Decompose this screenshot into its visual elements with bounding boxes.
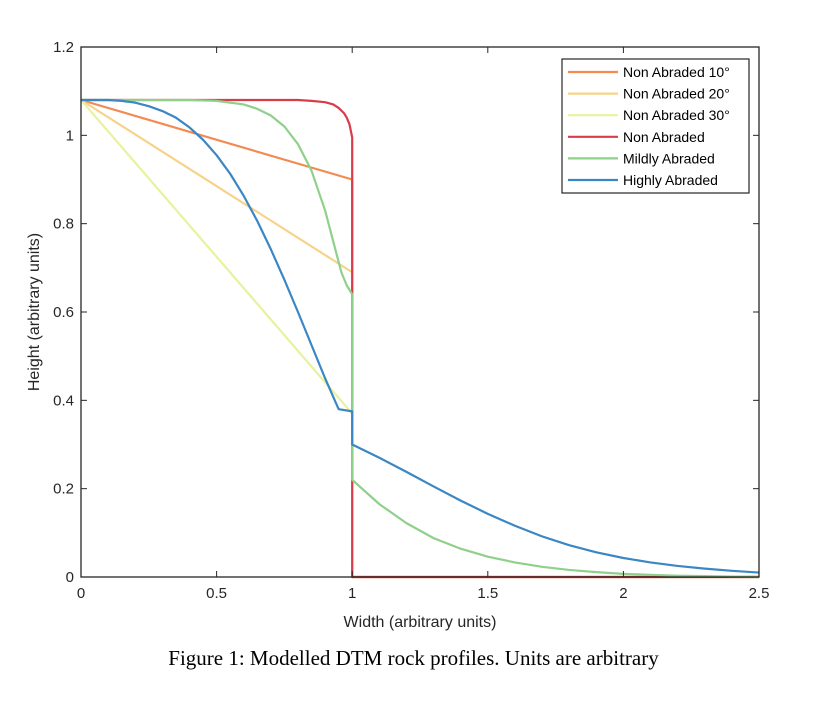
legend-label: Non Abraded 10° [623, 64, 730, 80]
chart: 0 0.5 1 1.5 2 2.5 0 0.2 0.4 0.6 0.8 1 1.2 Width (arb… [26, 39, 769, 631]
legend-box [561, 58, 750, 194]
legend-entries: Non Abraded 10° Non Abraded 20° Non Abrade… [568, 64, 730, 188]
x-tick-label: 2.5 [749, 585, 770, 602]
series-line-4 [81, 98, 759, 579]
y-tick-label: 0.4 [53, 392, 74, 409]
x-tick-label: 0.5 [206, 585, 227, 602]
legend-label: Non Abraded [623, 129, 705, 145]
legend-label: Non Abraded 20° [623, 86, 730, 102]
x-tick-label: 0 [77, 585, 85, 602]
legend: Non Abraded 10° Non Abraded 20° Non Abrade… [561, 58, 750, 194]
y-tick-label: 0.2 [53, 481, 74, 498]
legend-label: Highly Abraded [623, 172, 718, 188]
y-tick-label: 0.8 [53, 216, 74, 233]
x-tick-label: 2 [619, 585, 627, 602]
series-layer [80, 98, 760, 579]
figure-caption: Figure 1: Modelled DTM rock profiles. Un… [168, 646, 659, 670]
y-tick-label: 1 [66, 127, 74, 144]
y-tick-label: 1.2 [53, 39, 74, 56]
x-tick-label: 1 [348, 585, 356, 602]
y-tick-label: 0 [66, 569, 74, 586]
legend-label: Mildly Abraded [623, 150, 715, 166]
y-axis-label: Height (arbitrary units) [26, 233, 43, 391]
legend-label: Non Abraded 30° [623, 107, 730, 123]
series-line-6 [81, 98, 760, 574]
ticks-layer: 0 0.5 1 1.5 2 2.5 0 0.2 0.4 0.6 0.8 1 1.2 [53, 39, 769, 602]
x-tick-label: 1.5 [477, 585, 498, 602]
x-axis-label: Width (arbitrary units) [344, 614, 497, 631]
y-tick-label: 0.6 [53, 304, 74, 321]
